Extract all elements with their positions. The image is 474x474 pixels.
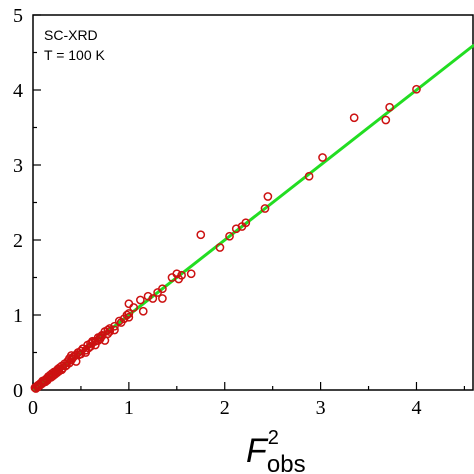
data-point (177, 270, 186, 280)
data-point (138, 306, 148, 316)
data-point (136, 295, 145, 305)
data-point (196, 230, 206, 240)
data-point (52, 368, 62, 378)
x-tick-label: 3 (316, 397, 326, 419)
data-point (43, 375, 52, 385)
annotation-technique: SC-XRD (44, 27, 98, 43)
y-tick-label: 5 (13, 5, 23, 27)
data-point (381, 115, 391, 125)
data-point (122, 310, 132, 320)
data-points (30, 84, 421, 393)
data-point (172, 269, 182, 279)
data-point (114, 316, 124, 326)
data-point (116, 318, 126, 327)
data-point (148, 294, 158, 303)
data-point (88, 336, 97, 346)
data-point (241, 218, 251, 228)
x-tick-label: 0 (28, 397, 38, 419)
data-point (86, 339, 95, 348)
x-axis-title: F2 obs (246, 427, 306, 474)
data-point (143, 291, 153, 301)
data-point (124, 312, 134, 322)
data-point (62, 360, 71, 370)
x-tick-label: 2 (220, 397, 230, 419)
data-point (158, 294, 167, 303)
data-point (349, 113, 359, 123)
data-point (260, 204, 270, 213)
data-point (84, 343, 93, 353)
axes (32, 14, 474, 391)
y-tick-label: 4 (13, 80, 23, 102)
x-tick-label: 1 (124, 397, 134, 419)
data-point (74, 350, 84, 360)
x-axis-title-base: F (246, 432, 269, 470)
data-point (78, 344, 88, 354)
y-tick-label: 2 (13, 230, 23, 252)
data-point (105, 327, 115, 336)
data-point (263, 192, 273, 201)
data-point (124, 309, 134, 318)
annotation-temperature: T = 100 K (44, 47, 106, 63)
data-point (318, 153, 327, 162)
data-point (129, 303, 139, 312)
data-point (385, 102, 394, 112)
data-point (110, 321, 119, 331)
data-point (412, 84, 421, 94)
x-axis-title-superscript: 2 (268, 427, 279, 449)
y-tick-label: 3 (13, 155, 23, 177)
data-point (158, 284, 167, 294)
data-point (215, 243, 225, 252)
data-point (33, 381, 43, 390)
data-point (105, 324, 115, 333)
tick-labels: 0 1 2 3 4 0 1 2 3 4 5 (13, 5, 421, 419)
x-tick-label: 4 (411, 397, 421, 419)
data-point (225, 231, 234, 241)
data-point (103, 325, 113, 335)
data-point (304, 171, 314, 181)
data-point (97, 330, 107, 340)
data-point (47, 369, 57, 378)
x-axis-title-subscript: obs (267, 451, 306, 474)
data-point (186, 269, 196, 279)
y-tick-label: 1 (13, 305, 23, 327)
y-tick-label: 0 (13, 380, 23, 402)
data-point (124, 299, 134, 309)
